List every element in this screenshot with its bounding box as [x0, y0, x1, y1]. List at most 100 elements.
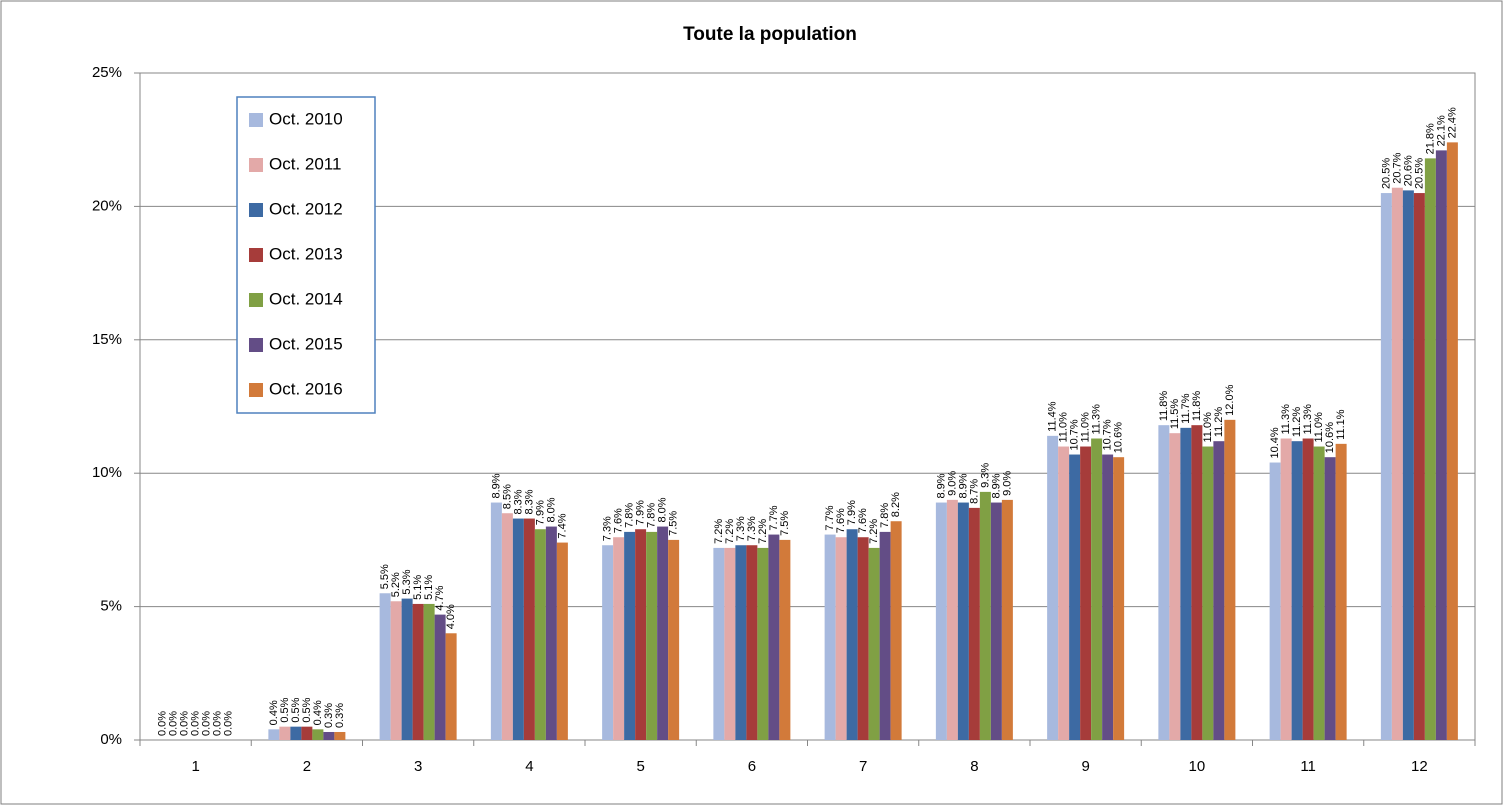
x-tick-label: 11: [1300, 758, 1316, 775]
data-label: 11.3%: [1302, 404, 1314, 435]
bar: [412, 603, 424, 740]
data-label: 10.7%: [1069, 419, 1081, 450]
data-label: 7.2%: [713, 519, 725, 544]
bar: [846, 529, 858, 740]
data-label: 22.4%: [1446, 107, 1458, 138]
data-label: 9.0%: [1001, 471, 1013, 496]
data-label: 11.5%: [1169, 399, 1181, 430]
bar: [935, 502, 947, 740]
bar: [1180, 427, 1192, 740]
y-tick-label: 5%: [100, 598, 122, 615]
bar: [879, 531, 891, 740]
x-tick-label: 4: [525, 758, 533, 775]
data-label: 0.0%: [157, 711, 169, 736]
data-label: 8.2%: [890, 492, 902, 517]
bar: [1435, 150, 1447, 740]
bar: [1001, 499, 1013, 740]
bar: [323, 731, 335, 740]
data-label: 11.4%: [1047, 401, 1059, 432]
bar: [668, 539, 680, 740]
bar: [1280, 438, 1292, 740]
data-label: 4.0%: [445, 604, 457, 629]
legend-swatch: [249, 383, 263, 397]
x-tick-label: 3: [414, 758, 422, 775]
data-label: 10.7%: [1102, 419, 1114, 450]
bar: [301, 726, 313, 740]
data-label: 11.2%: [1213, 407, 1225, 438]
data-label: 8.9%: [935, 473, 947, 498]
data-label: 8.3%: [512, 489, 524, 514]
legend-swatch: [249, 158, 263, 172]
y-tick-label: 0%: [100, 731, 122, 748]
data-label: 22.1%: [1435, 115, 1447, 146]
data-label: 21.8%: [1424, 123, 1436, 154]
bar: [946, 499, 958, 740]
data-label: 0.5%: [301, 697, 313, 722]
bar: [1302, 438, 1314, 740]
bar: [1391, 187, 1403, 740]
bar: [1402, 190, 1414, 741]
data-label: 9.0%: [946, 471, 958, 496]
bar: [735, 545, 747, 740]
legend-label: Oct. 2014: [269, 289, 343, 308]
data-label: 5.3%: [401, 569, 413, 594]
bar: [857, 537, 869, 740]
bar: [434, 614, 446, 740]
bar: [1324, 457, 1336, 740]
legend-swatch: [249, 203, 263, 217]
data-label: 8.7%: [968, 479, 980, 504]
bar: [379, 593, 391, 740]
data-label: 11.7%: [1180, 393, 1192, 424]
bar: [1080, 446, 1092, 740]
bar: [979, 491, 991, 740]
bar: [635, 529, 647, 740]
legend-swatch: [249, 338, 263, 352]
data-label: 7.9%: [846, 500, 858, 525]
x-tick-label: 10: [1189, 758, 1206, 775]
bar: [279, 726, 291, 740]
bar: [545, 526, 557, 740]
bar: [646, 531, 658, 740]
data-label: 5.1%: [412, 575, 424, 600]
y-tick-label: 25%: [92, 64, 122, 81]
legend-swatch: [249, 248, 263, 262]
bar: [602, 545, 614, 740]
data-label: 5.5%: [379, 564, 391, 589]
bar: [613, 537, 625, 740]
bar: [624, 531, 636, 740]
bar: [868, 547, 880, 740]
data-label: 10.4%: [1269, 427, 1281, 458]
bar: [1069, 454, 1081, 740]
x-tick-label: 5: [636, 758, 644, 775]
bar: [501, 513, 513, 740]
bar: [1158, 425, 1170, 740]
data-label: 0.4%: [312, 700, 324, 725]
data-label: 0.3%: [334, 703, 346, 728]
bar: [657, 526, 669, 740]
bar: [1413, 193, 1425, 740]
bar: [1291, 441, 1303, 740]
data-label: 7.5%: [779, 511, 791, 536]
bar: [490, 502, 502, 740]
legend-label: Oct. 2015: [269, 334, 343, 353]
bar: [534, 529, 546, 740]
data-label: 11.0%: [1202, 412, 1214, 443]
bar: [724, 547, 736, 740]
bar: [968, 507, 980, 740]
data-label: 0.0%: [201, 711, 213, 736]
bar: [1335, 443, 1347, 740]
bar: [835, 537, 847, 740]
data-label: 7.3%: [735, 516, 747, 541]
bar: [1169, 433, 1181, 740]
data-label: 7.6%: [857, 508, 869, 533]
x-tick-label: 6: [748, 758, 756, 775]
bar: [779, 539, 791, 740]
bar: [1380, 193, 1392, 740]
bar: [768, 534, 780, 740]
data-label: 8.9%: [490, 473, 502, 498]
bar: [1191, 425, 1203, 740]
data-label: 7.8%: [646, 503, 658, 528]
data-label: 20.7%: [1391, 152, 1403, 183]
data-label: 11.8%: [1158, 391, 1170, 422]
y-tick-label: 10%: [92, 464, 122, 481]
